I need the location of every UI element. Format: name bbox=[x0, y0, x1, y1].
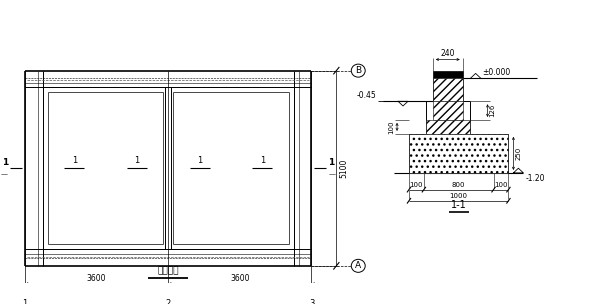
Text: 1: 1 bbox=[260, 157, 265, 165]
Text: 5100: 5100 bbox=[339, 159, 348, 178]
Text: 3600: 3600 bbox=[230, 275, 250, 284]
Text: 800: 800 bbox=[452, 182, 465, 188]
Text: 1: 1 bbox=[72, 157, 77, 165]
Text: A: A bbox=[355, 261, 361, 270]
Bar bbox=[433, 101, 463, 120]
Bar bbox=[433, 78, 463, 101]
Text: —: — bbox=[1, 171, 8, 177]
Text: 1: 1 bbox=[134, 157, 140, 165]
Text: 1: 1 bbox=[197, 157, 202, 165]
Text: 100: 100 bbox=[410, 182, 423, 188]
Text: 2: 2 bbox=[166, 299, 171, 304]
Bar bbox=[409, 134, 509, 173]
Bar bbox=[426, 120, 469, 134]
Text: 100: 100 bbox=[388, 120, 394, 134]
Text: 100: 100 bbox=[494, 182, 508, 188]
Text: 1: 1 bbox=[22, 299, 28, 304]
Text: 240: 240 bbox=[440, 49, 455, 58]
Text: ±0.000: ±0.000 bbox=[482, 68, 511, 77]
Text: 1-1: 1-1 bbox=[451, 200, 466, 210]
Text: 3: 3 bbox=[309, 299, 314, 304]
Text: —: — bbox=[329, 171, 336, 177]
Text: -1.20: -1.20 bbox=[525, 174, 545, 183]
Text: -0.45: -0.45 bbox=[356, 92, 376, 100]
Text: B: B bbox=[355, 66, 361, 75]
Text: 1000: 1000 bbox=[450, 193, 468, 199]
Text: 126: 126 bbox=[490, 104, 496, 117]
Bar bbox=[433, 71, 463, 78]
Text: 1: 1 bbox=[329, 158, 334, 167]
Text: 3600: 3600 bbox=[87, 275, 107, 284]
Text: 1: 1 bbox=[2, 158, 8, 167]
Text: 平托面图: 平托面图 bbox=[157, 266, 179, 275]
Text: 250: 250 bbox=[516, 147, 522, 160]
